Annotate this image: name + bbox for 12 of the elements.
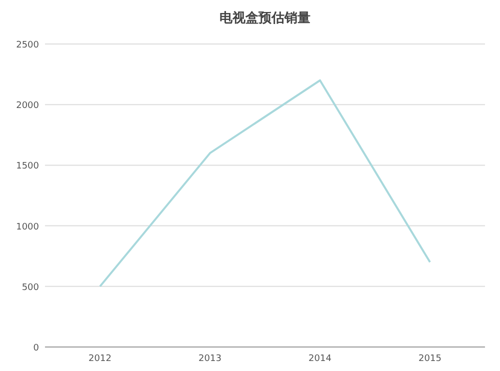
y-tick-label: 500: [22, 282, 40, 293]
y-tick-label: 0: [33, 344, 40, 354]
y-tick-label: 1000: [16, 222, 40, 232]
chart-title: 电视盒预估销量: [220, 10, 310, 26]
x-tick-label: 2014: [308, 354, 332, 364]
line-series: [99, 79, 431, 288]
x-tick-label: 2015: [418, 354, 442, 364]
y-tick-label: 2000: [16, 101, 40, 112]
x-tick-label: 2012: [88, 354, 112, 364]
y-tick-label: 2500: [16, 40, 40, 50]
y-tick-label: 1500: [16, 162, 40, 172]
x-tick-label: 2013: [198, 354, 222, 364]
